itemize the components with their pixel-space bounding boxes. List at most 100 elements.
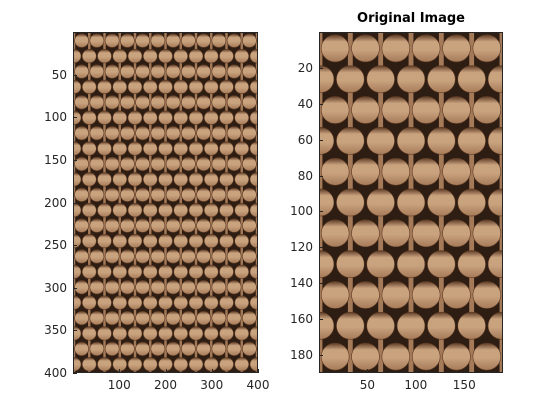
left-weave-strand — [120, 341, 135, 356]
left-stake — [149, 33, 152, 372]
left-weave-strand — [226, 310, 242, 326]
right-weave-strand — [320, 127, 335, 155]
right-weave-strand — [472, 96, 502, 124]
right-weave-strand — [320, 219, 350, 248]
left-weave-strand — [135, 126, 150, 141]
left-weave-strand — [74, 341, 89, 356]
left-weave-strand — [158, 326, 173, 341]
left-weave-strand — [120, 218, 135, 233]
left-weave-strand — [242, 187, 257, 202]
left-weave-strand — [226, 249, 242, 264]
left-weave-strand — [74, 64, 89, 79]
left-weave-strand — [135, 310, 150, 326]
right-ytick-mark — [319, 319, 323, 321]
right-weave-strand — [487, 188, 502, 217]
left-weave-strand — [242, 280, 257, 295]
left-weave-strand — [74, 79, 82, 95]
left-weave-strand — [112, 233, 128, 249]
left-weave-strand — [127, 141, 143, 156]
left-weave-strand — [203, 264, 219, 279]
left-weave-strand — [142, 172, 158, 187]
left-weave-strand — [173, 141, 189, 156]
left-weave-strand — [242, 126, 257, 141]
left-weave-strand — [158, 203, 173, 218]
left-weave-strand — [181, 64, 196, 79]
left-weave-strand — [203, 110, 219, 125]
left-ytick-mark — [73, 373, 77, 374]
left-weave-strand — [74, 187, 89, 202]
left-weave-strand — [135, 280, 150, 295]
left-weave-strand — [135, 95, 150, 110]
left-weave-strand — [81, 264, 97, 279]
left-ytick-label: 300 — [44, 280, 67, 295]
right-weave-strand — [320, 157, 350, 186]
left-weave-strand — [89, 187, 105, 202]
left-weave-strand — [120, 95, 135, 110]
left-weave-strand — [112, 172, 128, 187]
left-weave-strand — [196, 95, 211, 110]
right-weave-strand — [396, 127, 426, 155]
right-weave-strand — [396, 311, 426, 340]
left-weave-strand — [188, 172, 204, 187]
right-weave-strand — [336, 127, 365, 155]
left-weave-strand — [181, 95, 196, 110]
left-weave-strand — [74, 110, 82, 125]
left-weave-strand — [173, 295, 189, 310]
left-weave-strand — [242, 64, 257, 79]
right-weave-strand — [427, 127, 456, 155]
left-weave-strand — [127, 203, 143, 218]
left-weave-strand — [135, 64, 150, 79]
right-weave-strand — [381, 219, 411, 248]
left-weave-strand — [142, 295, 158, 310]
left-weave-strand — [89, 249, 105, 264]
left-weave-strand — [127, 326, 143, 341]
left-weave-strand — [104, 310, 120, 326]
left-weave-strand — [234, 264, 250, 279]
right-ytick-mark — [319, 283, 323, 285]
left-weave-strand — [74, 233, 82, 249]
left-weave-strand — [242, 341, 257, 356]
left-weave-strand — [211, 310, 227, 326]
right-weave-strand — [320, 188, 335, 217]
left-xtick-mark — [258, 369, 259, 373]
left-ytick-label: 400 — [44, 366, 67, 380]
right-weave-strand — [381, 34, 411, 63]
left-weave-strand — [203, 233, 219, 249]
left-weave-strand — [188, 357, 204, 372]
left-weave-strand — [142, 326, 158, 341]
right-xtick-label: 100 — [404, 378, 428, 392]
right-weave-strand — [381, 157, 411, 186]
right-ytick-mark — [319, 103, 323, 105]
left-weave-strand — [97, 172, 112, 187]
left-weave-strand — [81, 79, 97, 95]
left-stake — [88, 33, 91, 372]
left-weave-strand — [196, 126, 211, 141]
left-weave-strand — [150, 187, 166, 202]
left-weave-strand — [104, 33, 120, 48]
left-weave-strand — [81, 203, 97, 218]
left-weave-strand — [196, 33, 211, 48]
left-weave-strand — [226, 64, 242, 79]
left-weave-strand — [219, 233, 234, 249]
right-weave-strand — [320, 250, 335, 278]
right-weave-strand — [336, 250, 365, 278]
right-weave-strand — [396, 188, 426, 217]
left-weave-strand — [89, 126, 105, 141]
left-weave-strand — [165, 280, 181, 295]
left-weave-strand — [188, 79, 204, 95]
left-weave-strand — [74, 141, 82, 156]
left-ytick-mark — [73, 287, 77, 289]
left-weave-strand — [150, 249, 166, 264]
left-weave-strand — [81, 233, 97, 249]
right-weave-strand — [487, 311, 502, 340]
right-weave-strand — [366, 250, 395, 278]
right-xtick-mark — [415, 369, 417, 373]
left-weave-strand — [211, 249, 227, 264]
right-weave-strand — [366, 311, 395, 340]
left-weave-strand — [242, 33, 257, 48]
left-weave-strand — [196, 341, 211, 356]
left-stake — [194, 33, 198, 372]
right-weave-strand — [381, 342, 411, 371]
right-weave-strand — [472, 157, 502, 186]
right-ytick-label: 140 — [290, 276, 313, 291]
